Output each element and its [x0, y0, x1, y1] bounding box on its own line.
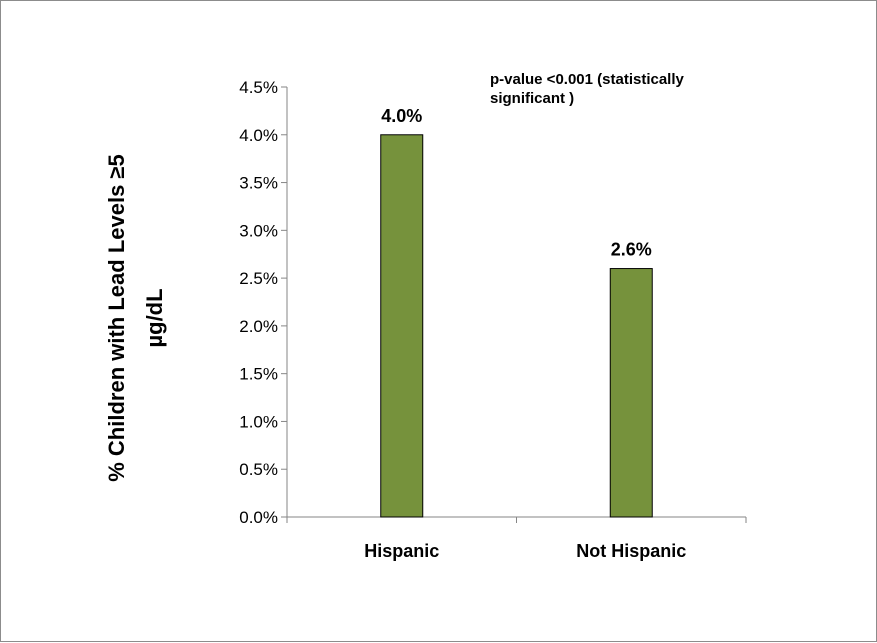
- y-axis-title-line2: µg/dL: [142, 288, 167, 347]
- y-axis-title-line1: % Children with Lead Levels ≥5: [104, 154, 129, 482]
- y-tick-label: 3.5%: [239, 174, 278, 193]
- y-tick-label: 3.0%: [239, 221, 278, 240]
- y-tick-label: 1.5%: [239, 365, 278, 384]
- y-tick-label: 1.0%: [239, 412, 278, 431]
- x-category-label: Hispanic: [364, 541, 439, 561]
- data-label: 2.6%: [611, 240, 652, 260]
- p-value-annotation-line2: significant ): [490, 90, 574, 107]
- x-axis-ticks: Hispanic Not Hispanic: [286, 517, 747, 561]
- y-tick-label: 2.5%: [239, 269, 278, 288]
- y-tick-label: 0.5%: [239, 460, 278, 479]
- y-tick-label: 4.0%: [239, 126, 278, 145]
- x-category-label: Not Hispanic: [576, 541, 686, 561]
- p-value-annotation-line1: p-value <0.001 (statistically: [490, 71, 685, 88]
- y-tick-label: 4.5%: [239, 78, 278, 97]
- bar-not-hispanic: [609, 268, 653, 518]
- y-axis-ticks: 0.0% 0.5% 1.0% 1.5% 2.0% 2.5% 3.0% 3.5% 4.0% 4.5%: [239, 78, 287, 527]
- bars: 4.0% 2.6%: [380, 106, 653, 518]
- y-axis-title: % Children with Lead Levels ≥5 µg/dL: [104, 154, 167, 482]
- data-label: 4.0%: [381, 106, 422, 126]
- y-tick-label: 2.0%: [239, 317, 278, 336]
- bar-hispanic: [380, 134, 424, 518]
- y-tick-label: 0.0%: [239, 508, 278, 527]
